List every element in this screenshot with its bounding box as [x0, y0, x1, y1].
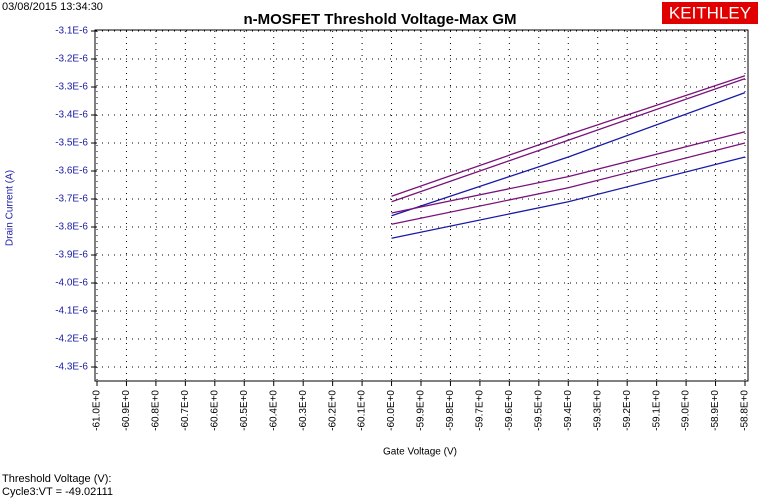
- x-tick-label: -59.9E+0: [416, 390, 427, 431]
- annotation: Cycle3:VT = -49.02111: [2, 486, 113, 498]
- x-tick-label: -61.0E+0: [92, 390, 103, 431]
- y-tick-label: -4.2E-6: [55, 334, 88, 345]
- x-tick-label: -60.6E+0: [209, 390, 220, 431]
- x-tick-label: -60.5E+0: [239, 390, 250, 431]
- y-tick-label: -3.6E-6: [55, 166, 88, 177]
- x-tick-label: -60.3E+0: [298, 390, 309, 431]
- y-tick-label: -4.3E-6: [55, 362, 88, 373]
- x-tick-label: -59.7E+0: [475, 390, 486, 431]
- y-tick-label: -3.1E-6: [55, 26, 88, 37]
- x-tick-label: -60.2E+0: [327, 390, 338, 431]
- y-tick-label: -4.0E-6: [55, 278, 88, 289]
- annotation: Threshold Voltage (V):: [2, 473, 111, 485]
- y-tick-label: -3.4E-6: [55, 110, 88, 121]
- y-tick-label: -3.8E-6: [55, 222, 88, 233]
- y-tick-label: -4.1E-6: [55, 306, 88, 317]
- x-tick-label: -59.1E+0: [651, 390, 662, 431]
- x-tick-label: -59.6E+0: [504, 390, 515, 431]
- series-line: [391, 77, 746, 203]
- x-tick-label: -59.0E+0: [681, 390, 692, 431]
- x-tick-label: -59.8E+0: [445, 390, 456, 431]
- brand-box: [662, 2, 758, 24]
- y-tick-label: -3.9E-6: [55, 250, 88, 261]
- y-tick-label: -3.3E-6: [55, 82, 88, 93]
- timestamp: 03/08/2015 13:34:30: [2, 1, 103, 13]
- x-tick-label: -59.5E+0: [533, 390, 544, 431]
- y-tick-label: -3.5E-6: [55, 138, 88, 149]
- y-axis-label: Drain Current (A): [5, 170, 16, 246]
- series-line: [391, 131, 746, 214]
- x-tick-label: -58.8E+0: [740, 390, 751, 431]
- x-tick-label: -60.8E+0: [151, 390, 162, 431]
- x-tick-label: -60.0E+0: [386, 390, 397, 431]
- y-tick-label: -3.7E-6: [55, 194, 88, 205]
- series-line: [391, 142, 746, 225]
- series-line: [391, 75, 746, 197]
- brand: KEITHLEY: [669, 3, 751, 22]
- x-tick-label: -60.7E+0: [180, 390, 191, 431]
- x-tick-label: -59.3E+0: [592, 390, 603, 431]
- x-tick-label: -58.9E+0: [710, 390, 721, 431]
- series-line: [391, 91, 746, 217]
- x-tick-label: -60.4E+0: [268, 390, 279, 431]
- y-tick-label: -3.2E-6: [55, 54, 88, 65]
- x-tick-label: -60.1E+0: [357, 390, 368, 431]
- x-axis-label: Gate Voltage (V): [383, 447, 457, 458]
- x-tick-label: -59.4E+0: [563, 390, 574, 431]
- x-tick-label: -59.2E+0: [622, 390, 633, 431]
- series-line: [391, 156, 746, 239]
- chart-title: n-MOSFET Threshold Voltage-Max GM: [243, 11, 516, 28]
- x-tick-label: -60.9E+0: [121, 390, 132, 431]
